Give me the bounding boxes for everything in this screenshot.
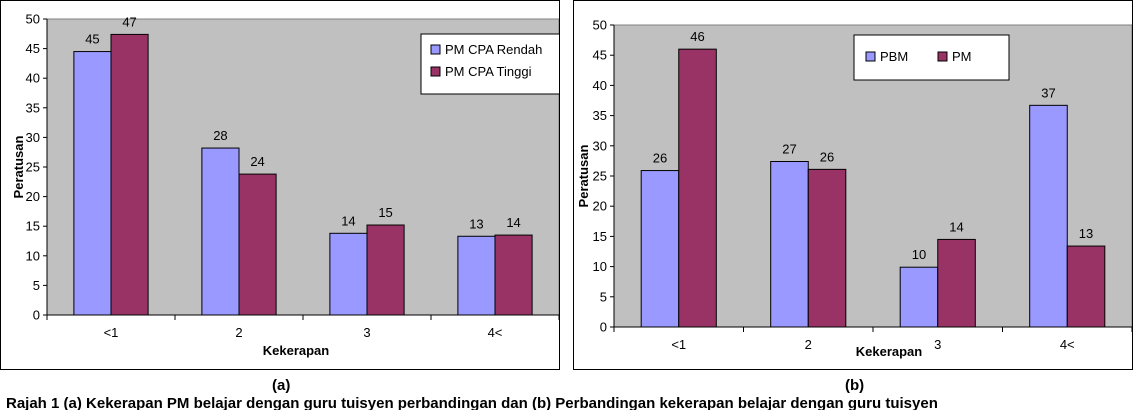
data-label: 45	[85, 32, 99, 47]
figure-caption: Rajah 1 (a) Kekerapan PM belajar dengan …	[6, 397, 938, 410]
y-axis-title: Peratusan	[576, 145, 591, 208]
bar	[1066, 245, 1106, 328]
x-tick-label: 3	[934, 337, 941, 352]
bar	[937, 238, 976, 328]
bar	[73, 51, 112, 316]
data-label: 26	[653, 151, 667, 166]
data-label: 15	[378, 205, 392, 220]
chart-panel-b: 0 5 10 15 20 25 30 35 40 45 50 26 46 <1 27 26 2 10 14 3 37 13…	[573, 0, 1133, 370]
y-tick-label: 40	[26, 71, 40, 86]
data-label: 13	[1079, 226, 1093, 241]
x-tick-label: 4<	[1060, 337, 1075, 352]
legend-entry: PM CPA Tinggi	[445, 64, 532, 79]
y-tick-label: 40	[593, 78, 607, 93]
bar	[494, 234, 533, 316]
y-tick-label: 0	[33, 308, 40, 323]
y-tick-label: 25	[26, 160, 40, 175]
legend-box	[853, 34, 1010, 81]
bar	[201, 147, 240, 316]
bar	[1029, 104, 1068, 328]
bar	[110, 33, 149, 316]
bar	[329, 232, 368, 316]
bar	[678, 48, 717, 328]
y-tick-label: 35	[26, 100, 40, 115]
y-tick-label: 20	[593, 199, 607, 214]
legend-swatch	[430, 44, 441, 55]
chart-b-svg: 0 5 10 15 20 25 30 35 40 45 50 26 46 <1 27 26 2 10 14 3 37 13…	[576, 18, 1133, 359]
chart-a-sublabel: (a)	[272, 377, 291, 394]
chart-panel-a: 0 5 10 15 20 25 30 35 40 45 50 45 47 <1 28 24 2 14 15 3 13 14…	[0, 0, 567, 370]
bar	[640, 170, 680, 328]
data-label: 14	[949, 219, 963, 234]
x-tick-label: 4<	[488, 325, 503, 340]
legend-entry: PM CPA Rendah	[445, 42, 542, 57]
bar	[770, 161, 809, 328]
y-tick-label: 10	[26, 248, 40, 263]
legend-entry: PBM	[880, 49, 908, 64]
y-tick-label: 45	[593, 48, 607, 63]
bar	[807, 168, 847, 328]
x-axis-title: Kekerapan	[263, 343, 330, 358]
y-tick-label: 30	[593, 138, 607, 153]
y-axis-title: Peratusan	[11, 136, 26, 199]
x-tick-label: <1	[104, 325, 119, 340]
data-label: 28	[213, 128, 227, 143]
y-tick-label: 35	[593, 108, 607, 123]
y-tick-label: 25	[593, 169, 607, 184]
chart-a-svg: 0 5 10 15 20 25 30 35 40 45 50 45 47 <1 28 24 2 14 15 3 13 14…	[11, 12, 567, 358]
x-tick-label: 2	[235, 325, 242, 340]
y-tick-label: 10	[593, 259, 607, 274]
legend-swatch	[865, 51, 876, 62]
legend-swatch	[430, 66, 441, 77]
bar	[238, 173, 277, 316]
y-tick-label: 20	[26, 189, 40, 204]
y-tick-label: 30	[26, 130, 40, 145]
data-label: 24	[250, 154, 264, 169]
x-tick-label: 2	[805, 337, 812, 352]
data-label: 13	[469, 216, 483, 231]
y-tick-label: 5	[600, 289, 607, 304]
bar	[899, 266, 939, 328]
x-tick-label: 3	[363, 325, 370, 340]
y-tick-label: 45	[26, 41, 40, 56]
legend-swatch	[937, 51, 948, 62]
data-label: 10	[912, 247, 926, 262]
legend-box	[420, 33, 567, 95]
y-tick-label: 50	[26, 12, 40, 27]
data-label: 26	[820, 149, 834, 164]
data-label: 14	[341, 213, 355, 228]
data-label: 37	[1041, 85, 1055, 100]
y-tick-label: 50	[593, 18, 607, 33]
bar	[457, 235, 496, 316]
x-axis-title: Kekerapan	[856, 344, 923, 359]
legend-entry: PM	[952, 49, 972, 64]
bar	[366, 224, 405, 316]
x-tick-label: <1	[671, 337, 686, 352]
data-label: 27	[782, 142, 796, 157]
y-tick-label: 15	[26, 219, 40, 234]
y-tick-label: 5	[33, 278, 40, 293]
y-tick-label: 0	[600, 320, 607, 335]
y-tick-label: 15	[593, 229, 607, 244]
data-label: 46	[690, 29, 704, 44]
data-label: 47	[122, 14, 136, 29]
data-label: 14	[506, 215, 520, 230]
chart-b-sublabel: (b)	[845, 377, 865, 394]
